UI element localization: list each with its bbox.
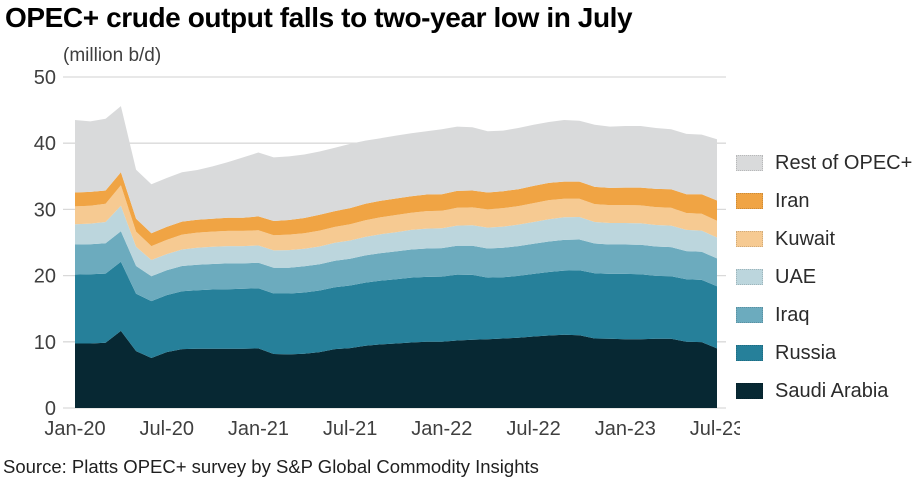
legend-swatch-uae xyxy=(736,269,763,285)
area-series-saudi-arabia xyxy=(75,330,717,408)
legend-label-kuwait: Kuwait xyxy=(775,227,836,250)
legend-item-iraq: Iraq xyxy=(736,296,921,334)
x-tick-label-jan-22: Jan-22 xyxy=(411,418,472,440)
area-series-iraq xyxy=(75,231,717,302)
legend-label-uae: UAE xyxy=(775,265,817,288)
legend-item-uae: UAE xyxy=(736,258,921,296)
area-series-kuwait xyxy=(75,185,717,260)
y-tick-label-30: 30 xyxy=(34,199,56,221)
x-tick-label-jul-22: Jul-22 xyxy=(506,418,560,440)
y-tick-label-0: 0 xyxy=(45,398,56,420)
y-tick-label-50: 50 xyxy=(34,67,56,89)
legend-item-saudi-arabia: Saudi Arabia xyxy=(736,372,921,410)
legend-label-russia: Russia xyxy=(775,341,837,364)
x-tick-label-jan-21: Jan-21 xyxy=(228,418,289,440)
x-tick-label-jul-21: Jul-21 xyxy=(323,418,377,440)
legend-swatch-iran xyxy=(736,193,763,209)
area-series-iran xyxy=(75,172,717,247)
y-tick-label-10: 10 xyxy=(34,332,56,354)
source-attribution: Source: Platts OPEC+ survey by S&P Globa… xyxy=(3,456,539,477)
y-tick-label-20: 20 xyxy=(34,266,56,288)
y-tick-label-40: 40 xyxy=(34,133,56,155)
x-tick-label-jul-20: Jul-20 xyxy=(139,418,193,440)
page-title: OPEC+ crude output falls to two-year low… xyxy=(5,2,633,33)
legend-swatch-kuwait xyxy=(736,231,763,247)
legend-label-saudi-arabia: Saudi Arabia xyxy=(775,379,889,402)
legend-swatch-saudi-arabia xyxy=(736,383,763,399)
x-tick-label-jul-23: Jul-23 xyxy=(690,418,740,440)
legend-item-rest-of-opec: Rest of OPEC+ xyxy=(736,144,921,182)
x-tick-label-jan-23: Jan-23 xyxy=(595,418,656,440)
area-series-rest-of-opec xyxy=(75,106,717,234)
legend-item-iran: Iran xyxy=(736,182,921,220)
legend-swatch-iraq xyxy=(736,307,763,323)
area-series-uae xyxy=(75,205,717,277)
x-tick-label-jan-20: Jan-20 xyxy=(44,418,105,440)
legend-item-kuwait: Kuwait xyxy=(736,220,921,258)
legend-label-rest-of-opec: Rest of OPEC+ xyxy=(775,151,913,174)
legend-label-iraq: Iraq xyxy=(775,303,810,326)
chart-legend: Rest of OPEC+ Iran Kuwait UAE Iraq Russia Saud… xyxy=(736,144,921,410)
legend-label-iran: Iran xyxy=(775,189,810,212)
y-axis-unit-label: (million b/d) xyxy=(63,45,162,66)
chart-svg: 0 10 20 30 40 50 Jan-20 Jul-20 Jan-21 Jul-21 Jan-2… xyxy=(34,67,744,440)
stacked-area-chart: 0 10 20 30 40 50 Jan-20 Jul-20 Jan-21 Jul-21 Jan-2… xyxy=(0,58,744,458)
legend-item-russia: Russia xyxy=(736,334,921,372)
legend-swatch-russia xyxy=(736,345,763,361)
area-series-russia xyxy=(75,261,717,358)
legend-swatch-rest-of-opec xyxy=(736,155,763,171)
